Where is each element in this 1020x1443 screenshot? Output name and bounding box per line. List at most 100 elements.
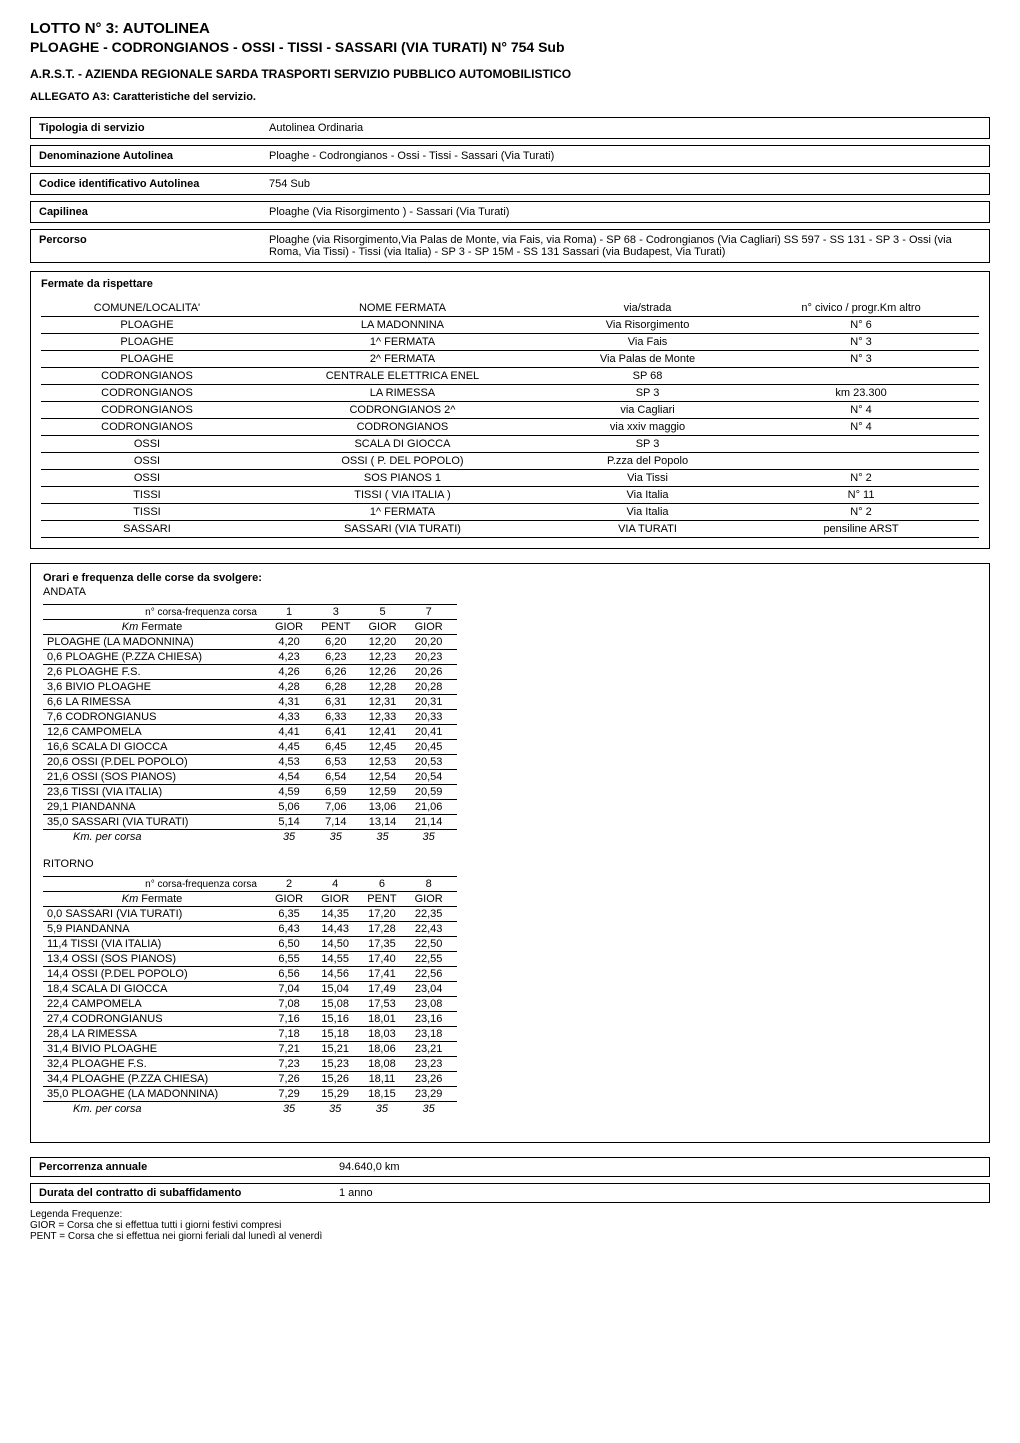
freq-cell: GIOR (271, 620, 317, 635)
fermate-row: TISSITISSI ( VIA ITALIA )Via ItaliaN° 11 (41, 487, 979, 504)
summary-label: Durata del contratto di subaffidamento (39, 1187, 339, 1199)
orari-time: 13,14 (364, 815, 410, 830)
km-per-corsa-value: 35 (271, 830, 317, 845)
orari-time: 17,28 (363, 922, 410, 937)
orari-time: 12,23 (364, 650, 410, 665)
orari-stop: 2,6 PLOAGHE F.S. (43, 665, 271, 680)
orari-time: 6,35 (271, 907, 317, 922)
orari-time: 15,08 (317, 997, 363, 1012)
fermate-cell: CODRONGIANOS (41, 402, 253, 419)
orari-time: 20,20 (411, 635, 457, 650)
orari-time: 17,53 (363, 997, 410, 1012)
orari-time: 15,16 (317, 1012, 363, 1027)
fermate-cell: Via Tissi (552, 470, 743, 487)
fermate-cell: via xxiv maggio (552, 419, 743, 436)
orari-time: 22,56 (411, 967, 457, 982)
fermate-cell: via Cagliari (552, 402, 743, 419)
freq-cell: GIOR (271, 892, 317, 907)
orari-time: 23,21 (411, 1042, 457, 1057)
fermate-cell: CODRONGIANOS 2^ (253, 402, 552, 419)
orari-row: 23,6 TISSI (VIA ITALIA)4,596,5912,5920,5… (43, 785, 457, 800)
orari-row: 2,6 PLOAGHE F.S.4,266,2612,2620,26 (43, 665, 457, 680)
fermate-cell: Via Italia (552, 487, 743, 504)
orari-stop: 18,4 SCALA DI GIOCCA (43, 982, 271, 997)
orari-time: 20,31 (411, 695, 457, 710)
fermate-cell: Via Fais (552, 334, 743, 351)
orari-row: 31,4 BIVIO PLOAGHE7,2115,2118,0623,21 (43, 1042, 457, 1057)
km-per-corsa-value: 35 (411, 1102, 457, 1117)
orari-time: 23,29 (411, 1087, 457, 1102)
info-label: Tipologia di servizio (39, 122, 229, 134)
fermate-cell: km 23.300 (743, 385, 979, 402)
legend-title: Legenda Frequenze: (30, 1209, 990, 1220)
orari-stop: 32,4 PLOAGHE F.S. (43, 1057, 271, 1072)
orari-time: 17,49 (363, 982, 410, 997)
orari-time: 18,11 (363, 1072, 410, 1087)
orari-time: 5,14 (271, 815, 317, 830)
km-per-corsa-value: 35 (364, 830, 410, 845)
orari-time: 7,21 (271, 1042, 317, 1057)
andata-label: ANDATA (43, 586, 977, 598)
corsa-num: 1 (271, 605, 317, 620)
orari-time: 20,28 (411, 680, 457, 695)
corsa-num: 4 (317, 877, 363, 892)
orari-time: 12,28 (364, 680, 410, 695)
orari-time: 6,55 (271, 952, 317, 967)
fermate-cell: OSSI (41, 453, 253, 470)
orari-stop: 3,6 BIVIO PLOAGHE (43, 680, 271, 695)
summary-row: Percorrenza annuale94.640,0 km (30, 1157, 990, 1177)
corsa-num: 3 (317, 605, 364, 620)
orari-time: 6,45 (317, 740, 364, 755)
freq-cell: GIOR (364, 620, 410, 635)
orari-time: 6,41 (317, 725, 364, 740)
fermate-cell: N° 6 (743, 317, 979, 334)
orari-time: 7,08 (271, 997, 317, 1012)
summary-section: Percorrenza annuale94.640,0 km Durata del… (30, 1157, 990, 1203)
orari-time: 4,23 (271, 650, 317, 665)
orari-row: 34,4 PLOAGHE (P.ZZA CHIESA)7,2615,2618,1… (43, 1072, 457, 1087)
orari-box: Orari e frequenza delle corse da svolger… (30, 563, 990, 1143)
orari-time: 4,54 (271, 770, 317, 785)
fermate-row: CODRONGIANOSCODRONGIANOS 2^via CagliariN… (41, 402, 979, 419)
orari-stop: 22,4 CAMPOMELA (43, 997, 271, 1012)
orari-time: 20,41 (411, 725, 457, 740)
orari-stop: 29,1 PIANDANNA (43, 800, 271, 815)
fermate-cell: Via Risorgimento (552, 317, 743, 334)
orari-time: 17,40 (363, 952, 410, 967)
orari-time: 14,43 (317, 922, 363, 937)
fermate-cell: N° 11 (743, 487, 979, 504)
orari-time: 20,26 (411, 665, 457, 680)
summary-row: Durata del contratto di subaffidamento1 … (30, 1183, 990, 1203)
orari-time: 15,04 (317, 982, 363, 997)
km-fermate-label: Km Fermate (43, 892, 271, 907)
orari-time: 6,23 (317, 650, 364, 665)
km-per-corsa-label: Km. per corsa (43, 1102, 271, 1117)
orari-time: 22,50 (411, 937, 457, 952)
fermate-cell: N° 4 (743, 419, 979, 436)
orari-time: 14,35 (317, 907, 363, 922)
orari-time: 4,26 (271, 665, 317, 680)
legend: Legenda Frequenze: GIOR = Corsa che si e… (30, 1209, 990, 1242)
km-per-corsa-value: 35 (271, 1102, 317, 1117)
fermate-cell: N° 2 (743, 504, 979, 521)
orari-time: 14,56 (317, 967, 363, 982)
orari-stop: 20,6 OSSI (P.DEL POPOLO) (43, 755, 271, 770)
fermate-cell: TISSI ( VIA ITALIA ) (253, 487, 552, 504)
fermate-row: CODRONGIANOSLA RIMESSASP 3km 23.300 (41, 385, 979, 402)
orari-time: 6,54 (317, 770, 364, 785)
info-label: Denominazione Autolinea (39, 150, 229, 162)
orari-time: 6,50 (271, 937, 317, 952)
fermate-cell: SOS PIANOS 1 (253, 470, 552, 487)
orari-time: 20,45 (411, 740, 457, 755)
fermate-row: TISSI1^ FERMATAVia ItaliaN° 2 (41, 504, 979, 521)
fermate-box: Fermate da rispettare COMUNE/LOCALITA'NO… (30, 271, 990, 549)
fermate-col-header: COMUNE/LOCALITA' (41, 300, 253, 317)
fermate-row: SASSARISASSARI (VIA TURATI)VIA TURATIpen… (41, 521, 979, 538)
corsa-num: 7 (411, 605, 457, 620)
orari-time: 7,16 (271, 1012, 317, 1027)
orari-time: 20,59 (411, 785, 457, 800)
orari-time: 12,31 (364, 695, 410, 710)
fermate-cell: OSSI (41, 436, 253, 453)
orari-stop: 16,6 SCALA DI GIOCCA (43, 740, 271, 755)
info-label: Codice identificativo Autolinea (39, 178, 229, 190)
